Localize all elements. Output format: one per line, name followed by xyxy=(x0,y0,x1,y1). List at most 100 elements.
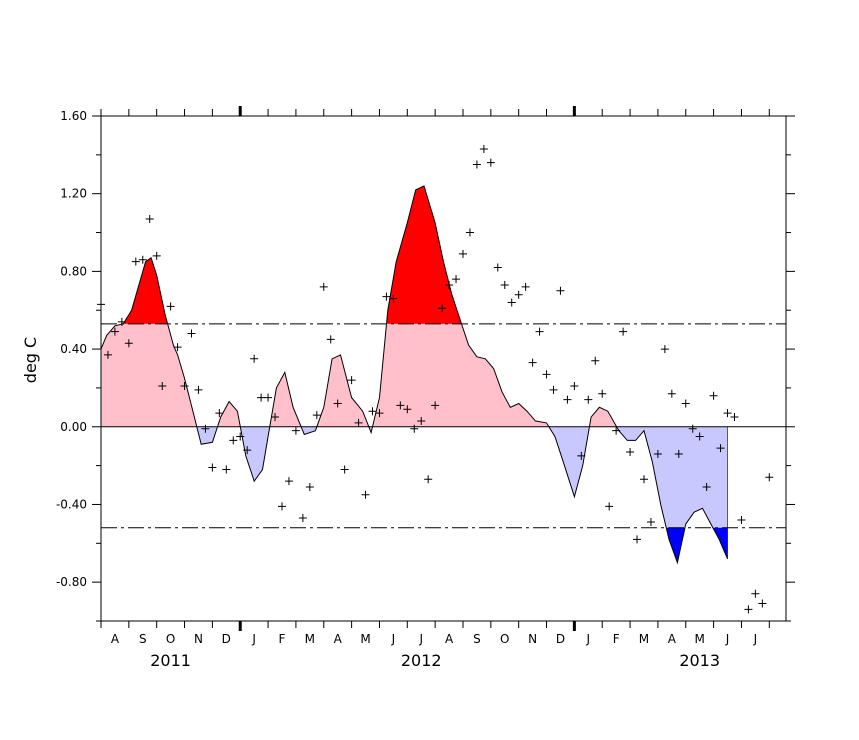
monthly-point-marker xyxy=(103,350,112,359)
monthly-point-marker xyxy=(117,317,126,326)
monthly-point-marker xyxy=(751,589,760,598)
monthly-point-marker xyxy=(452,275,461,284)
monthly-point-marker xyxy=(591,356,600,365)
monthly-point-marker xyxy=(570,381,579,390)
strong-negative-anomaly-fill xyxy=(666,527,728,563)
monthly-point-marker xyxy=(229,436,238,445)
monthly-point-marker xyxy=(472,160,481,169)
negative-anomaly-fill xyxy=(196,426,728,528)
monthly-point-marker xyxy=(514,290,523,299)
monthly-point-marker xyxy=(152,251,161,260)
x-month-label: N xyxy=(528,632,537,646)
monthly-point-marker xyxy=(438,304,447,313)
monthly-point-marker xyxy=(688,424,697,433)
monthly-point-marker xyxy=(145,214,154,223)
monthly-point-marker xyxy=(653,449,662,458)
monthly-point-marker xyxy=(758,599,767,608)
monthly-point-marker xyxy=(646,517,655,526)
monthly-point-marker xyxy=(194,385,203,394)
monthly-point-marker xyxy=(410,424,419,433)
x-month-label: D xyxy=(222,632,231,646)
x-month-label: J xyxy=(725,632,730,646)
monthly-point-marker xyxy=(660,345,669,354)
monthly-point-marker xyxy=(577,451,586,460)
x-month-label: O xyxy=(500,632,509,646)
monthly-point-marker xyxy=(584,395,593,404)
monthly-point-marker xyxy=(424,475,433,484)
x-month-label: J xyxy=(586,632,591,646)
x-month-label: J xyxy=(418,632,423,646)
monthly-point-marker xyxy=(340,465,349,474)
plot-border xyxy=(100,115,787,622)
monthly-point-marker xyxy=(326,335,335,344)
x-month-label: F xyxy=(279,632,286,646)
monthly-point-marker xyxy=(110,327,119,336)
x-month-label: J xyxy=(391,632,396,646)
x-month-label: S xyxy=(139,632,147,646)
monthly-point-marker xyxy=(493,263,502,272)
positive-anomaly-fill xyxy=(101,323,728,427)
monthly-point-marker xyxy=(542,370,551,379)
monthly-point-marker xyxy=(744,605,753,614)
monthly-point-marker xyxy=(730,413,739,422)
monthly-point-marker xyxy=(626,448,635,457)
monthly-point-marker xyxy=(243,446,252,455)
x-month-label: M xyxy=(639,632,649,646)
monthly-point-marker xyxy=(605,502,614,511)
monthly-point-marker xyxy=(458,249,467,258)
monthly-point-marker xyxy=(291,426,300,435)
x-year-label: 2011 xyxy=(150,651,191,670)
monthly-point-marker xyxy=(361,490,370,499)
monthly-point-marker xyxy=(124,339,133,348)
monthly-point-marker xyxy=(187,329,196,338)
y-axis: 1.60 1.20 0.80 0.40 0.00 -0.40 -0.80 xyxy=(56,109,795,622)
monthly-point-marker xyxy=(389,294,398,303)
monthly-point-marker xyxy=(674,449,683,458)
monthly-point-marker xyxy=(271,413,280,422)
x-month-label: S xyxy=(473,632,481,646)
monthly-point-marker xyxy=(333,399,342,408)
monthly-point-marker xyxy=(723,409,732,418)
x-month-label: A xyxy=(111,632,120,646)
monthly-point-marker xyxy=(368,407,377,416)
monthly-point-marker xyxy=(201,424,210,433)
monthly-point-marker xyxy=(222,465,231,474)
threshold-lines xyxy=(101,323,786,529)
x-year-label: 2013 xyxy=(679,651,720,670)
monthly-point-marker xyxy=(500,280,509,289)
x-year-label: 2012 xyxy=(401,651,442,670)
monthly-point-marker xyxy=(639,475,648,484)
x-axis: A S O N D J F M A M J J A S O N D J F M A M J J 2011 2012 2013 xyxy=(100,106,770,670)
monthly-point-marker xyxy=(737,516,746,524)
monthly-point-marker xyxy=(382,292,391,301)
x-month-label: O xyxy=(166,632,175,646)
monthly-point-marker xyxy=(556,286,565,295)
monthly-point-marker xyxy=(633,535,642,544)
monthly-point-marker xyxy=(319,282,328,291)
monthly-point-marker xyxy=(716,444,725,453)
monthly-point-marker xyxy=(250,354,259,363)
monthly-point-marker xyxy=(396,401,405,410)
monthly-point-marker xyxy=(465,228,474,237)
x-month-label: M xyxy=(360,632,370,646)
monthly-point-marker xyxy=(709,391,718,400)
y-tick-label: 0.00 xyxy=(60,420,87,434)
monthly-point-marker xyxy=(208,463,217,472)
monthly-point-marker xyxy=(612,426,621,435)
monthly-point-marker xyxy=(417,416,426,425)
monthly-point-marker xyxy=(549,385,558,394)
monthly-point-marker xyxy=(131,257,140,266)
monthly-point-marker xyxy=(702,482,711,491)
monthly-point-marker xyxy=(347,376,356,385)
x-month-label: J xyxy=(753,632,758,646)
x-month-label: N xyxy=(194,632,203,646)
monthly-point-marker xyxy=(257,393,266,402)
monthly-point-marker xyxy=(180,381,189,390)
monthly-point-marker xyxy=(667,389,676,398)
monthly-point-marker xyxy=(354,418,363,427)
monthly-point-marker xyxy=(507,298,516,307)
smoothed-series-line xyxy=(100,185,728,565)
monthly-point-marker xyxy=(305,482,314,491)
monthly-point-marker xyxy=(403,405,412,414)
